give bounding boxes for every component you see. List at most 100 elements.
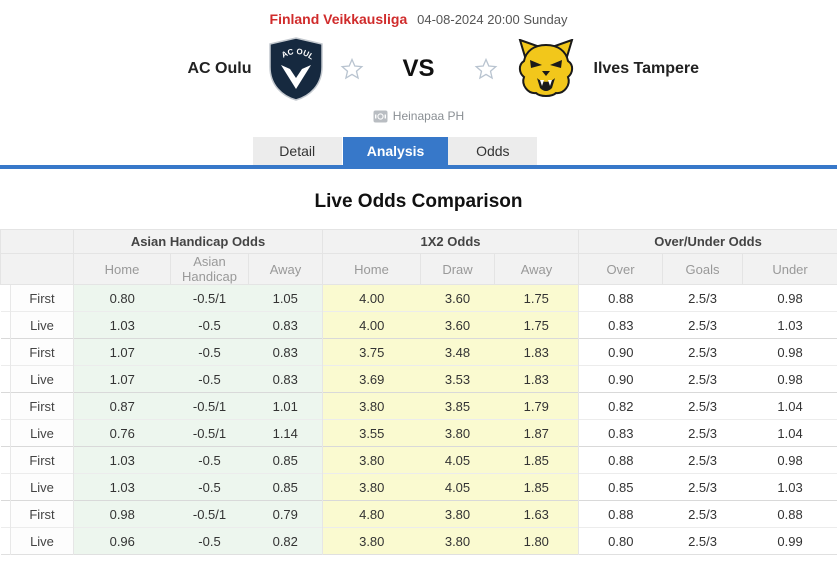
- league-name: Finland Veikkausliga: [269, 11, 408, 27]
- row-spacer-cell: [0, 284, 11, 312]
- row-label: Live: [10, 527, 74, 555]
- row-label: First: [10, 392, 74, 420]
- away-team-logo[interactable]: [514, 38, 578, 99]
- odds-table-body: First 0.80 -0.5/1 1.05 4.00 3.60 1.75 0.88 2.5/3…: [0, 284, 837, 555]
- odds-cell: 2.5/3: [662, 473, 743, 501]
- row-spacer-cell: [0, 473, 11, 501]
- odds-cell: 1.85: [494, 473, 579, 501]
- odds-cell: 1.63: [494, 500, 579, 528]
- home-team-name[interactable]: AC Oulu: [187, 60, 252, 77]
- column-header: Draw: [420, 253, 495, 285]
- row-spacer-cell: [0, 392, 11, 420]
- row-spacer-cell: [0, 419, 11, 447]
- home-team-block: AC Oulu AC OULU: [12, 30, 364, 101]
- odds-cell: 3.80: [322, 446, 421, 474]
- table-row: Live 1.03 -0.5 0.83 4.00 3.60 1.75 0.83 2.5/3 1.0…: [0, 311, 837, 339]
- row-spacer-cell: [0, 500, 11, 528]
- group-header-spacer: [0, 229, 74, 254]
- odds-cell: 3.60: [420, 284, 495, 312]
- odds-cell: 0.98: [742, 284, 837, 312]
- odds-cell: 0.88: [578, 284, 663, 312]
- odds-cell: 3.69: [322, 365, 421, 393]
- table-row: First 0.98 -0.5/1 0.79 4.80 3.80 1.63 0.88 2.5/3…: [0, 500, 837, 528]
- home-team-logo[interactable]: AC OULU: [265, 30, 324, 101]
- odds-cell: 1.05: [248, 284, 323, 312]
- odds-cell: 0.98: [73, 500, 171, 528]
- group-header-1x2: 1X2 Odds: [321, 229, 580, 254]
- odds-cell: 3.75: [322, 338, 421, 366]
- odds-cell: -0.5: [170, 527, 249, 555]
- odds-cell: 2.5/3: [662, 419, 743, 447]
- odds-cell: 0.82: [248, 527, 323, 555]
- column-header: Goals: [662, 253, 744, 285]
- odds-cell: -0.5: [170, 365, 249, 393]
- odds-cell: 0.88: [742, 500, 837, 528]
- odds-cell: 1.04: [742, 419, 837, 447]
- odds-cell: 4.05: [420, 446, 495, 474]
- table-row: First 1.03 -0.5 0.85 3.80 4.05 1.85 0.88 2.5/3 0.…: [0, 446, 837, 474]
- odds-cell: 0.83: [248, 311, 323, 339]
- home-favorite-star-icon[interactable]: [340, 57, 364, 81]
- odds-cell: 0.90: [578, 365, 663, 393]
- odds-cell: 2.5/3: [662, 365, 743, 393]
- odds-cell: 1.80: [494, 527, 579, 555]
- odds-cell: 4.80: [322, 500, 421, 528]
- row-spacer-cell: [0, 527, 11, 555]
- away-team-name[interactable]: Ilves Tampere: [593, 60, 700, 77]
- odds-cell: 0.83: [578, 419, 663, 447]
- table-group-header-row: Asian Handicap Odds 1X2 Odds Over/Under …: [0, 229, 837, 254]
- away-team-block: Ilves Tampere: [474, 38, 826, 99]
- odds-cell: 0.98: [742, 365, 837, 393]
- odds-cell: 0.99: [742, 527, 837, 555]
- row-label: Live: [10, 419, 74, 447]
- odds-cell: 2.5/3: [662, 392, 743, 420]
- row-spacer-cell: [0, 311, 11, 339]
- table-row: Live 0.96 -0.5 0.82 3.80 3.80 1.80 0.80 2.5/3 0.9…: [0, 527, 837, 555]
- odds-cell: 0.98: [742, 338, 837, 366]
- odds-cell: -0.5/1: [170, 419, 249, 447]
- odds-cell: 1.75: [494, 284, 579, 312]
- tab-detail[interactable]: Detail: [252, 137, 343, 165]
- tab-odds[interactable]: Odds: [448, 137, 539, 165]
- column-header: Home: [322, 253, 421, 285]
- odds-cell: 3.80: [322, 392, 421, 420]
- odds-cell: -0.5/1: [170, 392, 249, 420]
- odds-cell: 3.80: [420, 500, 495, 528]
- odds-cell: -0.5: [170, 473, 249, 501]
- away-favorite-star-icon[interactable]: [474, 57, 498, 81]
- odds-cell: 3.53: [420, 365, 495, 393]
- odds-cell: 0.80: [73, 284, 171, 312]
- odds-cell: 1.83: [494, 338, 579, 366]
- odds-cell: 0.85: [248, 473, 323, 501]
- odds-cell: 1.04: [742, 392, 837, 420]
- odds-cell: -0.5/1: [170, 500, 249, 528]
- venue-icon: [373, 110, 388, 122]
- odds-cell: 1.87: [494, 419, 579, 447]
- row-label: First: [10, 500, 74, 528]
- row-spacer-cell: [0, 446, 11, 474]
- venue-name: Heinapaa PH: [392, 109, 465, 123]
- tab-analysis[interactable]: Analysis: [342, 137, 449, 165]
- table-column-header-row: Home Asian Handicap Away Home Draw Away …: [0, 253, 837, 285]
- row-label: First: [10, 338, 74, 366]
- odds-cell: 3.48: [420, 338, 495, 366]
- odds-cell: 0.85: [578, 473, 663, 501]
- odds-cell: 1.03: [742, 473, 837, 501]
- column-header: Over: [578, 253, 664, 285]
- row-label: Live: [10, 365, 74, 393]
- table-row: Live 1.07 -0.5 0.83 3.69 3.53 1.83 0.90 2.5/3 0.9…: [0, 365, 837, 393]
- odds-cell: 4.00: [322, 311, 421, 339]
- odds-cell: 1.85: [494, 446, 579, 474]
- row-label: Live: [10, 311, 74, 339]
- odds-cell: 0.76: [73, 419, 171, 447]
- odds-cell: 0.88: [578, 500, 663, 528]
- odds-cell: 3.60: [420, 311, 495, 339]
- odds-cell: 3.80: [322, 527, 421, 555]
- row-spacer-cell: [0, 365, 11, 393]
- odds-cell: 0.87: [73, 392, 171, 420]
- venue-line: Heinapaa PH: [0, 109, 837, 123]
- odds-cell: 0.82: [578, 392, 663, 420]
- match-row: AC Oulu AC OULU VS: [0, 30, 837, 105]
- odds-cell: -0.5: [170, 446, 249, 474]
- live-odds-table: Asian Handicap Odds 1X2 Odds Over/Under …: [0, 229, 837, 555]
